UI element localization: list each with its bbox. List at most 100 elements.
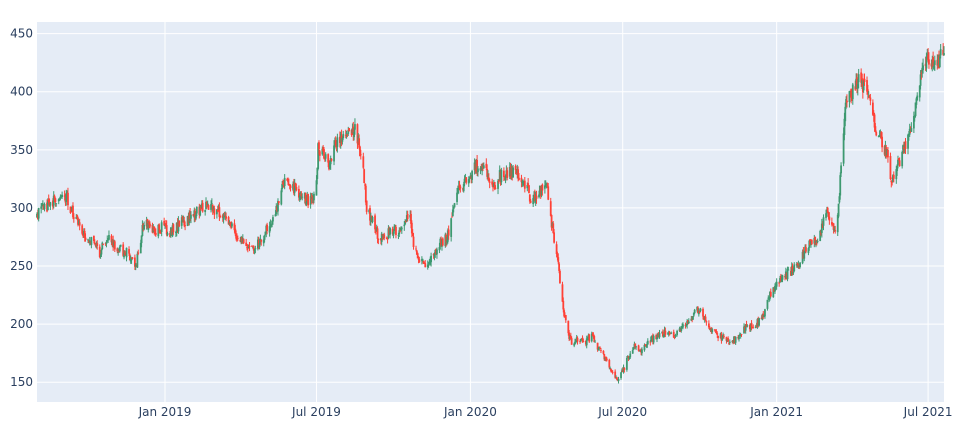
candle bbox=[301, 193, 304, 201]
candle-body bbox=[231, 223, 233, 227]
candle-body bbox=[907, 134, 910, 136]
candle-body bbox=[534, 196, 537, 203]
candle-body bbox=[304, 193, 307, 205]
candle-body bbox=[504, 176, 507, 181]
candle-body bbox=[643, 344, 646, 351]
candle-body bbox=[210, 203, 213, 204]
candle bbox=[588, 333, 591, 344]
candle-body bbox=[527, 183, 530, 187]
candle-body bbox=[889, 156, 892, 180]
candle bbox=[529, 198, 532, 204]
candle bbox=[316, 167, 319, 185]
candle bbox=[646, 338, 649, 345]
candle bbox=[781, 274, 784, 283]
candle bbox=[43, 202, 46, 212]
candle-body bbox=[53, 195, 56, 198]
candle-body bbox=[807, 248, 810, 253]
candle-body bbox=[211, 204, 214, 212]
candle bbox=[676, 329, 678, 337]
candle bbox=[453, 202, 456, 208]
candle bbox=[424, 260, 427, 268]
candle-body bbox=[844, 106, 847, 122]
candle-body bbox=[225, 216, 227, 219]
candle bbox=[552, 221, 555, 234]
candle-body bbox=[190, 214, 192, 219]
candle bbox=[59, 194, 62, 200]
candle-body bbox=[165, 225, 168, 235]
candle-body bbox=[772, 287, 775, 298]
candle-body bbox=[248, 245, 251, 247]
candle-body bbox=[540, 186, 543, 195]
candle-body bbox=[323, 158, 326, 160]
candle bbox=[199, 204, 202, 217]
candle-body bbox=[410, 222, 413, 234]
candle-body bbox=[277, 200, 279, 212]
candle-body bbox=[866, 80, 868, 92]
candle-body bbox=[880, 132, 883, 139]
candle-body bbox=[541, 184, 544, 191]
candle bbox=[353, 128, 356, 141]
candle-body bbox=[933, 60, 936, 65]
candle bbox=[133, 254, 136, 271]
candle-body bbox=[281, 184, 284, 189]
candle bbox=[815, 239, 818, 246]
candle bbox=[576, 336, 579, 345]
candle bbox=[840, 162, 842, 178]
candle-body bbox=[693, 309, 696, 314]
candle-body bbox=[920, 73, 923, 74]
candle-body bbox=[529, 200, 532, 203]
candle-body bbox=[610, 371, 613, 373]
candle-body bbox=[512, 167, 514, 178]
candle-body bbox=[134, 264, 137, 267]
candle-body bbox=[324, 154, 327, 159]
candle bbox=[458, 180, 461, 191]
candle-body bbox=[293, 183, 296, 193]
candle-body bbox=[590, 333, 593, 342]
candle bbox=[494, 185, 497, 190]
candle bbox=[727, 336, 730, 342]
candle-body bbox=[605, 356, 607, 360]
candle bbox=[851, 82, 854, 105]
candle-body bbox=[938, 56, 941, 68]
candle-body bbox=[329, 158, 332, 165]
candle bbox=[497, 178, 499, 195]
candle-body bbox=[686, 321, 689, 326]
candle bbox=[293, 178, 296, 197]
candle-body bbox=[739, 335, 742, 336]
candle bbox=[93, 239, 96, 245]
candle bbox=[844, 102, 847, 127]
candle bbox=[406, 210, 409, 222]
candle-body bbox=[928, 59, 930, 65]
candle-body bbox=[148, 222, 151, 225]
candle-body bbox=[96, 243, 99, 246]
candle-body bbox=[734, 336, 737, 343]
candle-body bbox=[494, 187, 497, 189]
candle-body bbox=[307, 194, 309, 206]
candle-body bbox=[625, 358, 628, 370]
candle-body bbox=[875, 132, 878, 136]
candle-body bbox=[235, 234, 238, 239]
candle bbox=[125, 247, 128, 262]
candle bbox=[549, 197, 552, 217]
candle-body bbox=[485, 163, 488, 168]
candle-body bbox=[594, 341, 596, 343]
candle-body bbox=[227, 217, 230, 225]
candle-body bbox=[723, 336, 725, 337]
candle-body bbox=[180, 217, 183, 226]
candle-body bbox=[424, 263, 427, 268]
candle bbox=[266, 222, 268, 235]
candle-body bbox=[922, 65, 924, 71]
candle bbox=[857, 68, 860, 89]
candle bbox=[617, 376, 620, 384]
candle-body bbox=[128, 254, 131, 261]
candle-body bbox=[713, 329, 716, 331]
candle bbox=[210, 200, 212, 213]
candle bbox=[300, 191, 303, 200]
candle-body bbox=[549, 201, 552, 216]
candle bbox=[799, 262, 801, 269]
candle bbox=[675, 335, 678, 337]
candle-body bbox=[262, 239, 265, 244]
candle bbox=[253, 248, 256, 255]
candle bbox=[597, 346, 600, 351]
candle-body bbox=[77, 217, 79, 225]
